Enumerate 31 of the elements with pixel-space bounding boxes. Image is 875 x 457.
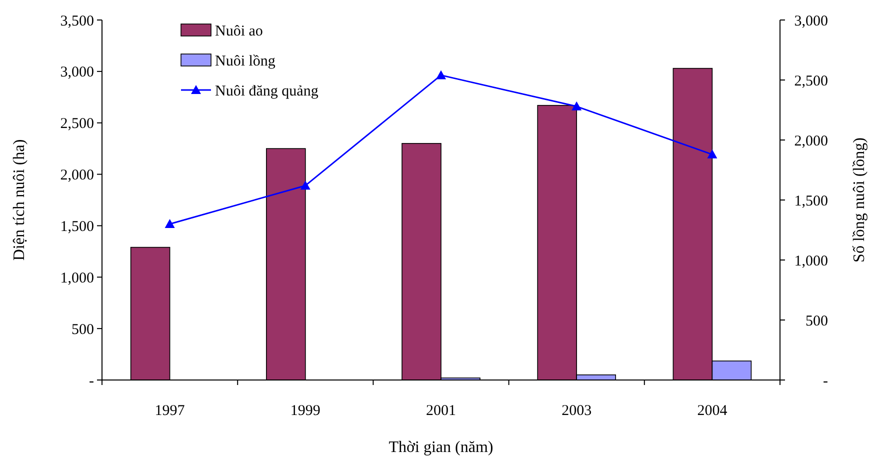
y2-tick-label: 1,500 (794, 193, 828, 210)
y-tick-label: 1,500 (60, 218, 94, 235)
point (572, 101, 582, 110)
point (707, 149, 718, 158)
point (436, 70, 446, 80)
x-tick-label: 1997 (154, 403, 186, 419)
x-tick-label: 2004 (697, 403, 728, 419)
y2-tick-label: - (823, 373, 828, 390)
legend-label: Nuôi ao (215, 23, 263, 40)
legend-label: Nuôi đăng quảng (215, 83, 319, 100)
x-tick-label: 1999 (290, 403, 320, 419)
y-tick-label: - (89, 373, 94, 390)
y2-tick-label: 2,500 (794, 73, 828, 90)
y-tick-label: 3,500 (60, 13, 94, 30)
y2-tick-label: 1,000 (794, 253, 828, 270)
y-tick-label: 2,000 (60, 168, 94, 184)
y-tick-label: 500 (72, 322, 94, 338)
y-axis-title: Diện tích nuôi (ha) (11, 139, 28, 261)
y2-tick-label: 500 (806, 313, 828, 330)
y2-tick-label: 2,000 (794, 133, 828, 150)
x-axis-title: Thời gian (năm) (388, 439, 494, 456)
y-tick-label: 3,000 (60, 64, 94, 81)
point (164, 219, 175, 228)
x-tick-label: 2001 (426, 403, 456, 419)
y-tick-label: 1,000 (60, 270, 94, 286)
point (300, 180, 310, 190)
y2-axis-title: Số lồng nuôi (lồng) (851, 138, 868, 262)
y-tick-label: 2,500 (60, 116, 94, 132)
legend-label: Nuôi lồng (215, 53, 276, 70)
x-tick-label: 2003 (562, 403, 592, 419)
y2-tick-label: 3,000 (794, 13, 828, 30)
